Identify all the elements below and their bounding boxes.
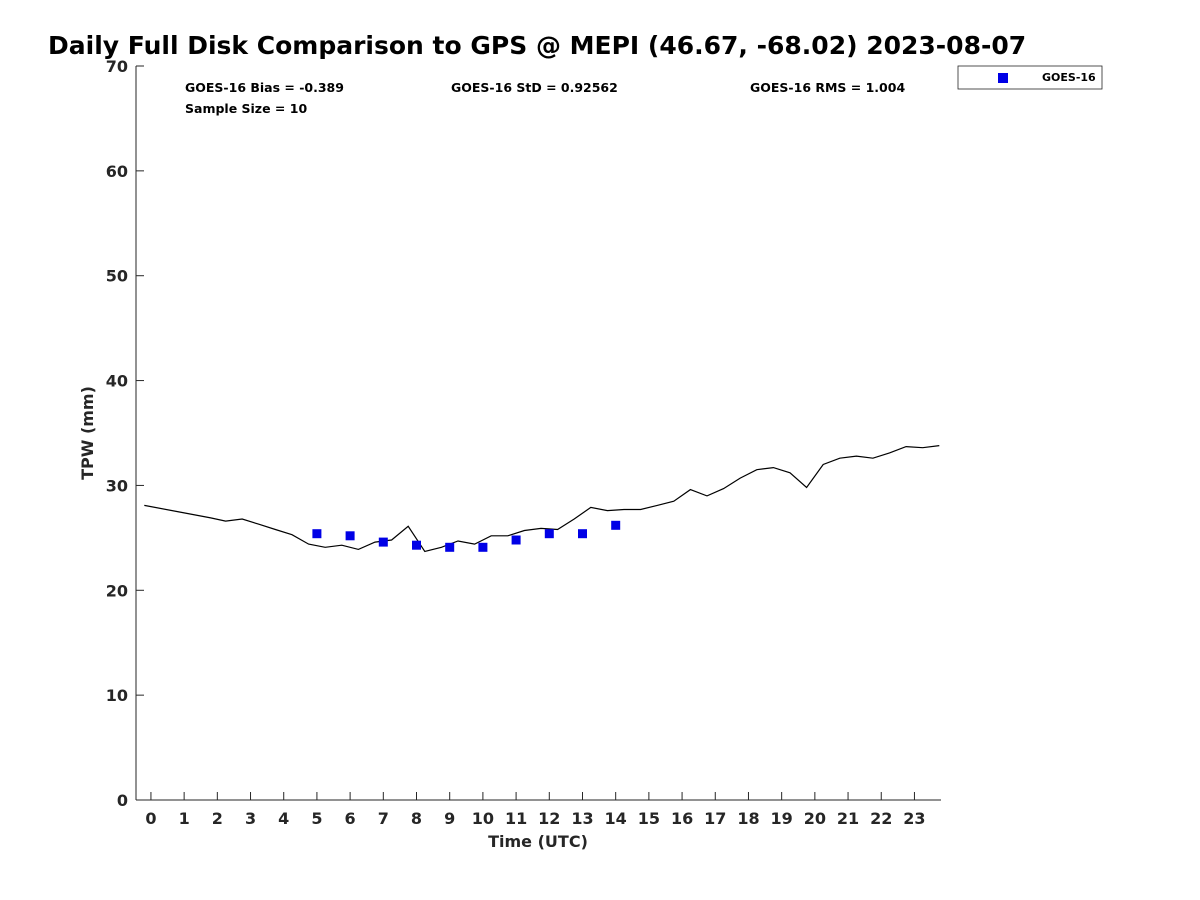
stats-annotations: GOES-16 Bias = -0.389 GOES-16 StD = 0.92…	[185, 80, 905, 116]
x-tick-label: 2	[212, 809, 223, 828]
x-tick-label: 23	[903, 809, 925, 828]
legend-box	[957, 65, 1103, 90]
std-stat: GOES-16 StD = 0.92562	[451, 80, 618, 95]
x-tick-label: 16	[671, 809, 693, 828]
y-axis-label: TPW (mm)	[78, 386, 97, 480]
x-tick-label: 6	[345, 809, 356, 828]
y-ticks: 0 10 20 30 40 50 60 70	[106, 57, 144, 810]
plot-area	[144, 445, 940, 553]
x-tick-label: 1	[179, 809, 190, 828]
legend-label-goes16: GOES-16	[1042, 71, 1096, 84]
x-tick-label: 22	[870, 809, 892, 828]
x-tick-label: 11	[505, 809, 527, 828]
x-tick-label: 3	[245, 809, 256, 828]
x-tick-label: 12	[538, 809, 560, 828]
goes16-point	[312, 529, 322, 539]
x-tick-label: 20	[804, 809, 826, 828]
x-ticks: 0 1 2 3 4 5 6 7 8 9 10 11 12 13 14 15 16 17 18 19 20 21 22 23	[145, 792, 926, 828]
x-tick-label: 17	[704, 809, 726, 828]
gps-tpw-line	[144, 445, 940, 553]
goes16-point	[378, 537, 388, 547]
goes16-point	[345, 531, 355, 541]
goes16-point	[478, 542, 488, 552]
legend: GOES-16	[957, 65, 1103, 90]
x-tick-label: 8	[411, 809, 422, 828]
x-tick-label: 10	[472, 809, 494, 828]
x-tick-label: 13	[571, 809, 593, 828]
x-tick-label: 19	[771, 809, 793, 828]
x-tick-label: 18	[737, 809, 759, 828]
y-tick-label: 60	[106, 162, 128, 181]
x-tick-label: 9	[444, 809, 455, 828]
x-tick-label: 7	[378, 809, 389, 828]
legend-marker	[998, 73, 1008, 83]
y-tick-label: 0	[117, 791, 128, 810]
x-tick-label: 21	[837, 809, 859, 828]
goes16-point	[511, 535, 521, 545]
goes16-point	[445, 542, 455, 552]
x-tick-label: 0	[145, 809, 156, 828]
x-axis-label: Time (UTC)	[488, 832, 588, 851]
y-tick-label: 30	[106, 476, 128, 495]
y-tick-label: 50	[106, 267, 128, 286]
goes16-point	[544, 529, 554, 539]
bias-stat: GOES-16 Bias = -0.389	[185, 80, 344, 95]
goes16-point	[578, 529, 587, 539]
y-tick-label: 70	[106, 57, 128, 76]
sample-size-stat: Sample Size = 10	[185, 101, 307, 116]
x-tick-label: 14	[605, 809, 627, 828]
x-tick-label: 4	[278, 809, 289, 828]
x-tick-label: 5	[311, 809, 322, 828]
axes	[135, 66, 941, 801]
y-tick-label: 20	[106, 581, 128, 600]
goes16-point	[412, 540, 421, 550]
goes16-point	[611, 520, 621, 530]
y-tick-label: 40	[106, 372, 128, 391]
chart-title: Daily Full Disk Comparison to GPS @ MEPI…	[48, 31, 1026, 60]
y-tick-label: 10	[106, 686, 128, 705]
x-tick-label: 15	[638, 809, 660, 828]
rms-stat: GOES-16 RMS = 1.004	[750, 80, 905, 95]
